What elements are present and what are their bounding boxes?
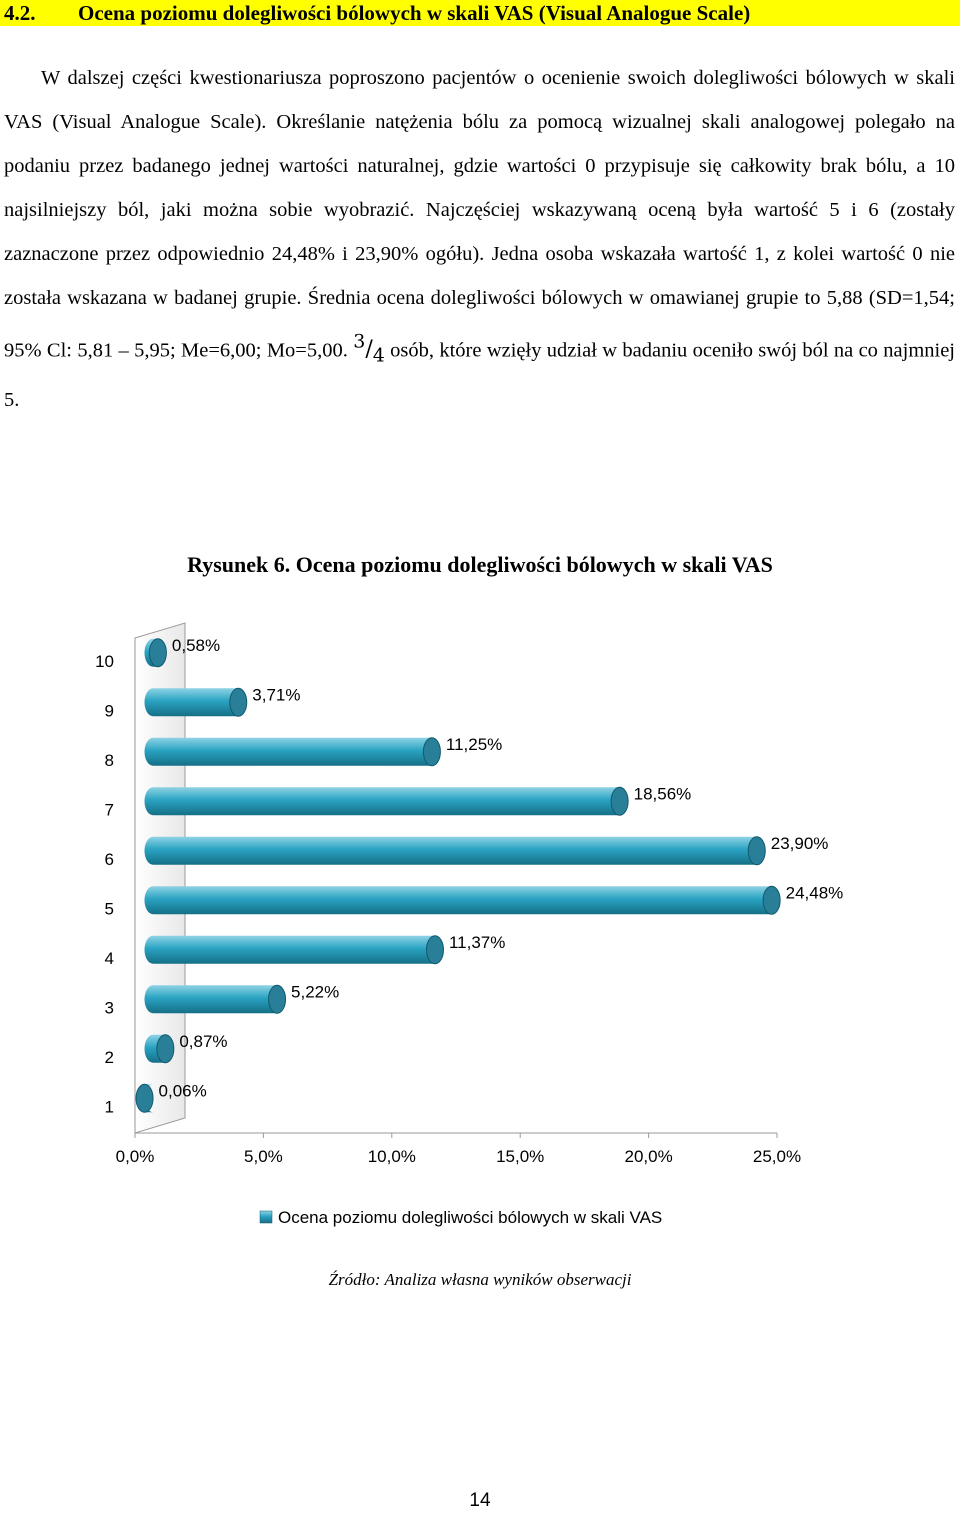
- bar: [144, 886, 772, 915]
- y-tick-label: 9: [105, 701, 114, 720]
- bar-end-cap: [762, 885, 781, 915]
- bar-end-cap: [148, 638, 167, 668]
- x-tick-label: 20,0%: [624, 1147, 672, 1166]
- x-tick-label: 25,0%: [753, 1147, 801, 1166]
- data-label: 23,90%: [771, 834, 829, 853]
- section-number: 4.2.: [4, 1, 36, 25]
- bar-end-cap: [422, 737, 441, 767]
- bar: [144, 737, 432, 766]
- data-label: 18,56%: [634, 784, 692, 803]
- y-tick-label: 7: [105, 800, 114, 819]
- legend-label: Ocena poziomu dolegliwości bólowych w sk…: [278, 1208, 662, 1227]
- y-tick-label: 10: [95, 652, 114, 671]
- bar-end-cap: [135, 1083, 154, 1113]
- data-label: 24,48%: [786, 883, 844, 902]
- x-tick-label: 0,0%: [116, 1147, 155, 1166]
- paragraph-text: W dalszej części kwestionariusza poprosz…: [4, 67, 955, 362]
- y-tick-label: 2: [105, 1048, 114, 1067]
- data-label: 11,37%: [449, 933, 505, 952]
- bar: [144, 836, 757, 865]
- y-tick-label: 3: [105, 998, 114, 1017]
- bar-chart: 0,0% 5,0% 10,0% 15,0% 20,0% 25,0% 1 0,06% 2 0,87%…: [95, 622, 844, 1227]
- data-label: 11,25%: [446, 735, 502, 754]
- y-tick-label: 6: [105, 850, 114, 869]
- x-tick-label: 15,0%: [496, 1147, 544, 1166]
- figure-title: Rysunek 6. Ocena poziomu dolegliwości bó…: [187, 552, 773, 577]
- data-label: 0,87%: [179, 1032, 227, 1051]
- y-tick-label: 8: [105, 751, 114, 770]
- data-label: 0,58%: [172, 636, 220, 655]
- figure-source: Źródło: Analiza własna wyników obserwacj…: [328, 1270, 632, 1289]
- data-label: 3,71%: [252, 685, 300, 704]
- section-title: Ocena poziomu dolegliwości bólowych w sk…: [78, 1, 751, 25]
- bar-end-cap: [425, 935, 444, 965]
- y-tick-label: 5: [105, 899, 114, 918]
- bar-end-cap: [229, 687, 248, 717]
- data-label: 0,06%: [159, 1081, 207, 1100]
- fraction: 3/4: [353, 331, 385, 367]
- bar-end-cap: [610, 786, 629, 816]
- legend-swatch: [259, 1210, 273, 1224]
- data-label: 5,22%: [291, 982, 339, 1001]
- bar: [144, 985, 278, 1014]
- bar: [144, 787, 620, 816]
- bar: [144, 688, 239, 717]
- page-number: 14: [469, 1490, 491, 1511]
- x-tick-label: 5,0%: [244, 1147, 283, 1166]
- x-tick-label: 10,0%: [368, 1147, 416, 1166]
- body-paragraph: W dalszej części kwestionariusza poprosz…: [4, 56, 955, 422]
- y-tick-label: 4: [105, 949, 114, 968]
- bar-end-cap: [747, 836, 766, 866]
- bar-end-cap: [268, 984, 287, 1014]
- bar: [144, 935, 435, 964]
- bar-end-cap: [156, 1034, 175, 1064]
- fraction-denominator: 4: [372, 344, 385, 367]
- paragraph-text-end: osób, które wzięły udział w badaniu ocen…: [4, 339, 956, 411]
- fraction-numerator: 3: [353, 331, 366, 353]
- y-tick-label: 1: [105, 1097, 114, 1116]
- section-heading: 4.2. Ocena poziomu dolegliwości bólowych…: [0, 0, 960, 26]
